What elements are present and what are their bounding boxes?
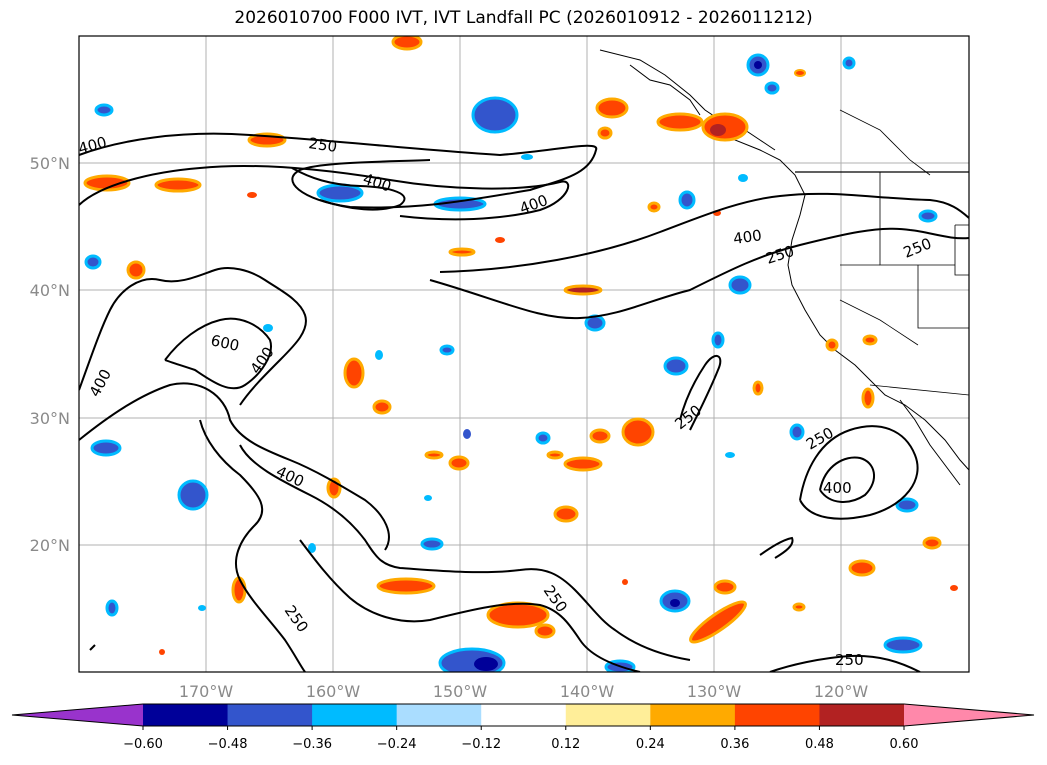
colorbar-extend-low [12, 704, 143, 726]
colorbar: −0.60 −0.48 −0.36 −0.24 −0.12 0.12 0.24 0.36 0.4… [11, 703, 1035, 752]
lat-label: 20°N [30, 536, 70, 555]
lon-label: 130°W [687, 682, 742, 701]
contour-label: 250 [307, 134, 338, 156]
negative-anomaly-shading [84, 53, 938, 672]
colorbar-cell [734, 704, 820, 726]
lon-label: 150°W [433, 682, 488, 701]
colorbar-cell [312, 704, 398, 726]
lon-label: 160°W [306, 682, 361, 701]
colorbar-extend-high [904, 704, 1034, 726]
map-title: 2026010700 F000 IVT, IVT Landfall PC (20… [234, 8, 813, 28]
colorbar-cell [481, 704, 567, 726]
contour-label: 600 [209, 331, 241, 355]
colorbar-cells [143, 704, 905, 726]
colorbar-tick-label: −0.36 [292, 737, 332, 752]
colorbar-ticks: −0.60 −0.48 −0.36 −0.24 −0.12 0.12 0.24 0.36 0.4… [123, 726, 918, 752]
colorbar-tick-label: −0.48 [208, 737, 248, 752]
colorbar-cell [143, 704, 229, 726]
colorbar-cell [565, 704, 651, 726]
latitude-labels: 50°N 40°N 30°N 20°N [30, 154, 70, 555]
colorbar-tick-label: 0.36 [720, 737, 749, 752]
contour-label: 400 [823, 479, 852, 497]
colorbar-tick-label: −0.12 [461, 737, 501, 752]
gridlines [79, 36, 969, 672]
colorbar-cell [819, 704, 905, 726]
lat-label: 50°N [30, 154, 70, 173]
contour-label: 250 [835, 651, 864, 669]
colorbar-cell [650, 704, 736, 726]
colorbar-tick-label: 0.48 [805, 737, 834, 752]
colorbar-tick-label: 0.12 [551, 737, 580, 752]
lon-label: 170°W [179, 682, 234, 701]
colorbar-tick-label: 0.24 [636, 737, 665, 752]
colorbar-cell [227, 704, 313, 726]
lon-label: 120°W [814, 682, 869, 701]
colorbar-cell [396, 704, 482, 726]
lat-label: 40°N [30, 281, 70, 300]
longitude-labels: 170°W 160°W 150°W 140°W 130°W 120°W [179, 682, 869, 701]
lon-label: 140°W [560, 682, 615, 701]
map-background [79, 36, 969, 672]
ivt-contours [79, 132, 969, 672]
contour-label: 400 [732, 226, 763, 248]
colorbar-tick-label: −0.24 [377, 737, 417, 752]
coastline [599, 49, 969, 486]
lat-label: 30°N [30, 409, 70, 428]
colorbar-tick-label: 0.60 [890, 737, 919, 752]
map-frame [78, 35, 970, 673]
colorbar-tick-label: −0.60 [123, 737, 163, 752]
